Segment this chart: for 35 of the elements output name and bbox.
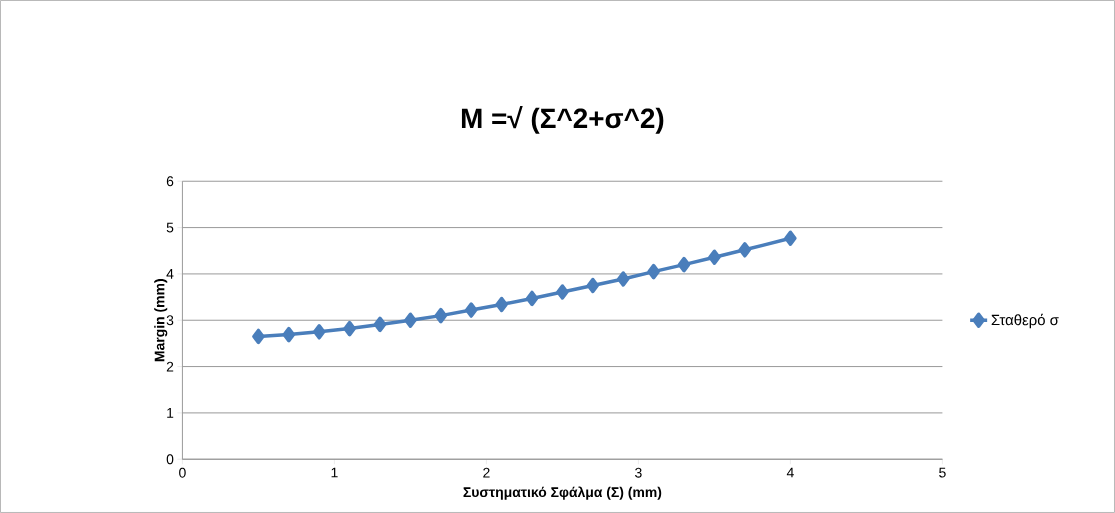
x-axis-title: Συστηματικό Σφάλμα (Σ) (mm) — [463, 486, 662, 500]
x-tick-label: 4 — [786, 467, 794, 478]
y-tick-label: 3 — [166, 315, 174, 326]
point — [464, 302, 478, 318]
point — [282, 326, 296, 343]
point — [738, 242, 752, 258]
point — [252, 328, 265, 345]
x-tick-label: 0 — [179, 467, 186, 478]
point — [586, 277, 600, 294]
y-tick-label: 2 — [166, 361, 174, 372]
x-tick-label: 1 — [331, 467, 338, 478]
chart-title: M =√ (Σ^2+σ^2) — [461, 105, 664, 134]
y-tick-label: 4 — [166, 269, 174, 279]
point — [312, 324, 326, 340]
point — [343, 320, 356, 337]
point — [708, 249, 721, 265]
point — [616, 271, 630, 287]
y-axis-title: Margin (mm) — [154, 279, 168, 362]
x-tick-label: 3 — [635, 467, 642, 478]
y-tick-label: 0 — [166, 454, 174, 465]
x-tick-label: 5 — [939, 467, 946, 478]
legend-label: Σταθερό σ — [991, 313, 1059, 329]
point — [373, 316, 387, 333]
y-tick-label: 1 — [167, 408, 174, 418]
point — [677, 256, 691, 273]
x-tick-label: 2 — [483, 467, 490, 478]
point — [784, 230, 797, 246]
point — [647, 263, 660, 280]
point — [404, 312, 417, 328]
point — [495, 296, 508, 313]
point — [556, 284, 569, 300]
y-tick-label: 5 — [166, 222, 174, 233]
y-tick-label: 6 — [166, 176, 174, 187]
point — [434, 307, 448, 324]
point — [525, 290, 539, 307]
